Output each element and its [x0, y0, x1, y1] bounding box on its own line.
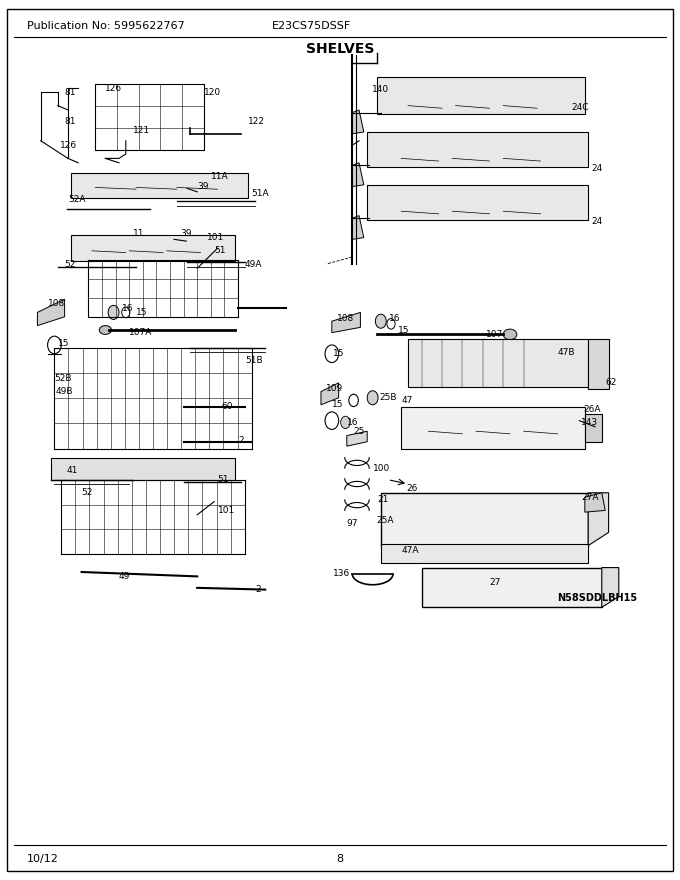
Polygon shape — [37, 299, 65, 326]
Circle shape — [108, 305, 119, 319]
Text: 51: 51 — [214, 246, 226, 255]
Polygon shape — [51, 458, 235, 480]
Ellipse shape — [503, 329, 517, 340]
Polygon shape — [321, 383, 339, 405]
Text: 24C: 24C — [571, 103, 589, 112]
Text: 49A: 49A — [245, 260, 262, 268]
Text: 60: 60 — [221, 402, 233, 411]
Text: 100: 100 — [373, 464, 390, 473]
Circle shape — [367, 391, 378, 405]
Text: 2: 2 — [255, 585, 260, 594]
Text: 24: 24 — [592, 217, 603, 226]
Text: 51B: 51B — [245, 356, 262, 365]
Text: 51A: 51A — [252, 189, 269, 198]
Text: 49: 49 — [119, 572, 131, 581]
Polygon shape — [401, 407, 585, 449]
Polygon shape — [377, 77, 585, 114]
Text: 10/12: 10/12 — [27, 854, 59, 863]
Text: 39: 39 — [180, 229, 192, 238]
Text: 11: 11 — [133, 229, 144, 238]
Text: 81: 81 — [65, 117, 76, 126]
Ellipse shape — [99, 326, 112, 334]
Text: 107: 107 — [486, 330, 503, 339]
Text: 15: 15 — [136, 308, 148, 317]
Polygon shape — [352, 163, 364, 187]
Text: 97: 97 — [347, 519, 358, 528]
Text: 47B: 47B — [558, 348, 575, 356]
Polygon shape — [352, 110, 364, 134]
Text: E23CS75DSSF: E23CS75DSSF — [272, 21, 352, 31]
Text: 52: 52 — [65, 260, 76, 268]
Text: 15: 15 — [58, 339, 69, 348]
Text: 126: 126 — [60, 141, 77, 150]
Text: 25: 25 — [354, 427, 365, 436]
Text: 107A: 107A — [129, 328, 152, 337]
Polygon shape — [588, 493, 609, 546]
Text: 16: 16 — [389, 314, 401, 323]
Text: 81: 81 — [65, 88, 76, 97]
Text: 62: 62 — [605, 378, 617, 387]
Text: 101: 101 — [207, 233, 224, 242]
Text: 120: 120 — [204, 88, 221, 97]
Text: 136: 136 — [333, 569, 350, 578]
Text: 108: 108 — [48, 299, 65, 308]
Polygon shape — [352, 216, 364, 239]
Polygon shape — [422, 568, 602, 607]
Polygon shape — [367, 185, 588, 220]
Text: 109: 109 — [326, 385, 343, 393]
Text: 8: 8 — [337, 854, 343, 863]
Text: 27: 27 — [490, 578, 501, 587]
Text: 25B: 25B — [379, 393, 397, 402]
Polygon shape — [332, 312, 360, 333]
Text: 122: 122 — [248, 117, 265, 126]
Text: 52: 52 — [82, 488, 93, 497]
Text: 39: 39 — [197, 182, 209, 191]
Text: 15: 15 — [398, 326, 409, 334]
Polygon shape — [71, 235, 235, 261]
Text: N58SDDLBH15: N58SDDLBH15 — [558, 593, 638, 604]
Polygon shape — [347, 431, 367, 446]
Text: 41: 41 — [67, 466, 78, 475]
Text: 21: 21 — [377, 495, 389, 504]
Polygon shape — [602, 568, 619, 607]
Text: 15: 15 — [332, 400, 343, 409]
Text: SHELVES: SHELVES — [306, 42, 374, 56]
Text: 143: 143 — [581, 418, 598, 427]
Polygon shape — [408, 339, 588, 387]
Text: 108: 108 — [337, 314, 354, 323]
Polygon shape — [381, 544, 588, 563]
Text: 126: 126 — [105, 84, 122, 92]
Text: 25A: 25A — [376, 517, 394, 525]
Text: 47: 47 — [401, 396, 413, 405]
Polygon shape — [585, 414, 602, 442]
Text: 27A: 27A — [581, 493, 599, 502]
Circle shape — [375, 314, 386, 328]
Text: 26: 26 — [407, 484, 418, 493]
Text: 16: 16 — [347, 418, 358, 427]
Text: 51: 51 — [218, 475, 229, 484]
Text: 16: 16 — [122, 304, 134, 312]
Text: 11A: 11A — [211, 172, 228, 180]
Polygon shape — [367, 132, 588, 167]
Text: 121: 121 — [133, 126, 150, 135]
Circle shape — [341, 416, 350, 429]
Polygon shape — [585, 493, 605, 512]
Polygon shape — [71, 173, 248, 198]
Text: 26A: 26A — [583, 405, 601, 414]
Text: 24: 24 — [592, 165, 603, 173]
Text: Publication No: 5995622767: Publication No: 5995622767 — [27, 21, 185, 31]
Text: 52A: 52A — [68, 195, 86, 204]
Text: 52B: 52B — [54, 374, 72, 383]
Text: 140: 140 — [372, 85, 389, 94]
Text: 2: 2 — [238, 436, 243, 444]
Text: 49B: 49B — [56, 387, 73, 396]
Text: 47A: 47A — [401, 546, 419, 554]
Polygon shape — [381, 493, 588, 546]
Polygon shape — [588, 339, 609, 389]
Text: 15: 15 — [333, 349, 345, 358]
Text: 101: 101 — [218, 506, 235, 515]
